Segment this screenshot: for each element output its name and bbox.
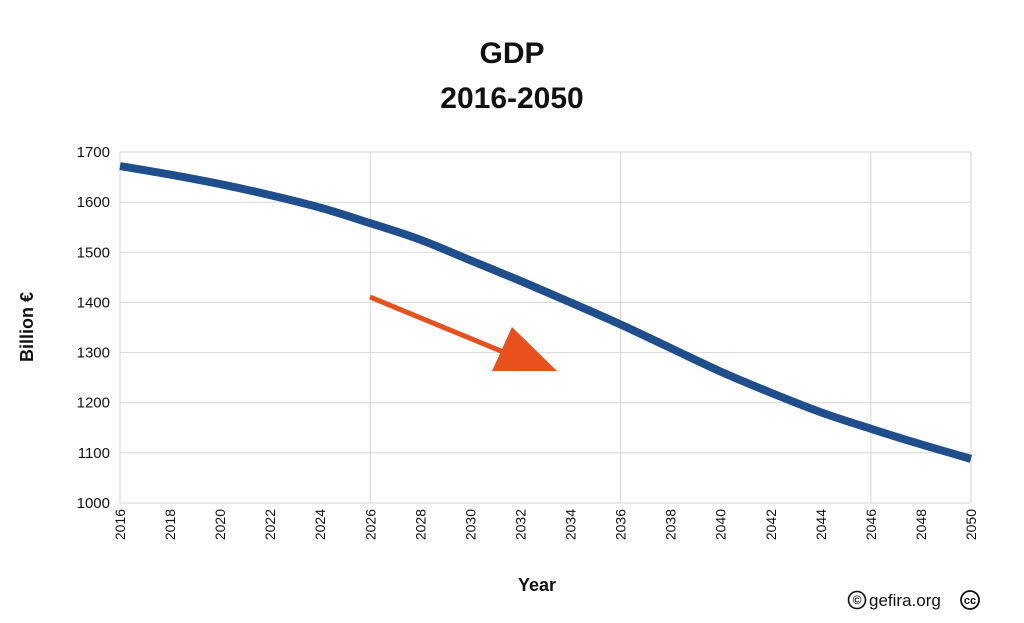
y-axis-label: Billion €: [17, 292, 37, 362]
x-tick-label: 2046: [863, 509, 879, 540]
x-tick-label: 2042: [763, 509, 779, 540]
chart-title-line-2: 2016-2050: [440, 82, 583, 115]
y-tick-label: 1000: [77, 495, 110, 512]
y-tick-label: 1400: [77, 294, 110, 311]
copyright-symbol: ©: [853, 593, 862, 607]
y-tick-label: 1600: [77, 194, 110, 211]
y-tick-label: 1500: [77, 244, 110, 261]
x-tick-label: 2040: [713, 509, 729, 540]
x-tick-label: 2048: [913, 509, 929, 540]
x-tick-label: 2020: [212, 509, 228, 540]
x-tick-label: 2016: [112, 509, 128, 540]
annotation-layer: [369, 294, 557, 371]
credit-text: gefira.org: [869, 591, 941, 610]
x-tick-label: 2032: [512, 509, 528, 540]
y-tick-labels: 1000 1100 1200 1300 1400 1500 1600 1700: [77, 144, 110, 512]
x-tick-label: 2036: [613, 509, 629, 540]
credit: © gefira.org cc: [847, 590, 980, 610]
y-tick-label: 1200: [77, 395, 110, 412]
chart-title-line-1: GDP: [479, 37, 544, 70]
y-tick-label: 1300: [77, 345, 110, 362]
creative-commons-icon: [960, 590, 980, 610]
x-tick-label: 2022: [262, 509, 278, 540]
trend-arrow-head-icon: [492, 327, 557, 371]
x-tick-label: 2034: [563, 509, 579, 540]
x-tick-label: 2028: [412, 509, 428, 540]
series-line: [119, 162, 973, 463]
x-tick-label: 2024: [312, 509, 328, 540]
grid-lines: [119, 151, 972, 504]
x-tick-labels: 2016 2018 2020 2022 2024 2026 2028 2030 2032 2034…: [112, 509, 979, 540]
x-tick-label: 2038: [663, 509, 679, 540]
series-layer: [119, 162, 973, 463]
y-tick-label: 1700: [77, 144, 110, 161]
x-axis-label: Year: [518, 575, 556, 595]
y-tick-label: 1100: [78, 445, 110, 462]
trend-arrow-shaft: [369, 294, 519, 361]
x-tick-label: 2026: [362, 509, 378, 540]
x-tick-label: 2044: [813, 509, 829, 540]
x-tick-label: 2030: [462, 509, 478, 540]
copyright-icon: [847, 590, 867, 610]
x-tick-label: 2018: [162, 509, 178, 540]
x-tick-label: 2050: [963, 509, 979, 540]
creative-commons-label: cc: [964, 595, 976, 607]
